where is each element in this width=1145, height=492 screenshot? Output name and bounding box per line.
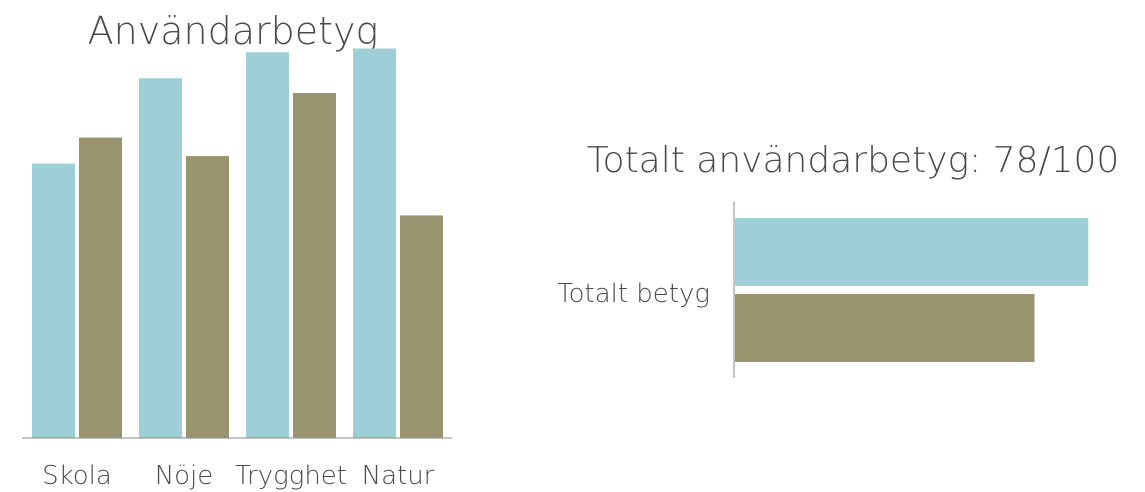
chart-title-user-ratings: Användarbetyg — [88, 9, 379, 53]
x-tick-label: Skola — [42, 461, 112, 491]
bar-nöje-series-1 — [139, 78, 182, 438]
left-x-tick-labels: Skola Nöje Trygghet Natur — [42, 461, 435, 491]
x-tick-label: Natur — [362, 461, 435, 491]
chart-title-total-rating: Totalt användarbetyg: 78/100 — [587, 140, 1120, 181]
bar-skola-series-1 — [32, 163, 75, 438]
bar-natur-series-2 — [400, 215, 443, 438]
bar-trygghet-series-2 — [293, 93, 336, 439]
right-chart-bars — [735, 218, 1089, 362]
bar-nöje-series-2 — [186, 156, 229, 439]
y-tick-label: Totalt betyg — [557, 279, 710, 309]
bar-total-series-2 — [735, 294, 1035, 362]
bar-skola-series-2 — [79, 137, 122, 438]
x-tick-label: Nöje — [155, 461, 214, 491]
left-chart-bars — [32, 48, 443, 439]
x-tick-label: Trygghet — [235, 461, 347, 491]
bar-natur-series-1 — [353, 48, 396, 438]
right-y-tick-labels: Totalt betyg — [557, 279, 710, 309]
bar-trygghet-series-1 — [246, 52, 289, 438]
bar-total-series-1 — [735, 218, 1089, 286]
